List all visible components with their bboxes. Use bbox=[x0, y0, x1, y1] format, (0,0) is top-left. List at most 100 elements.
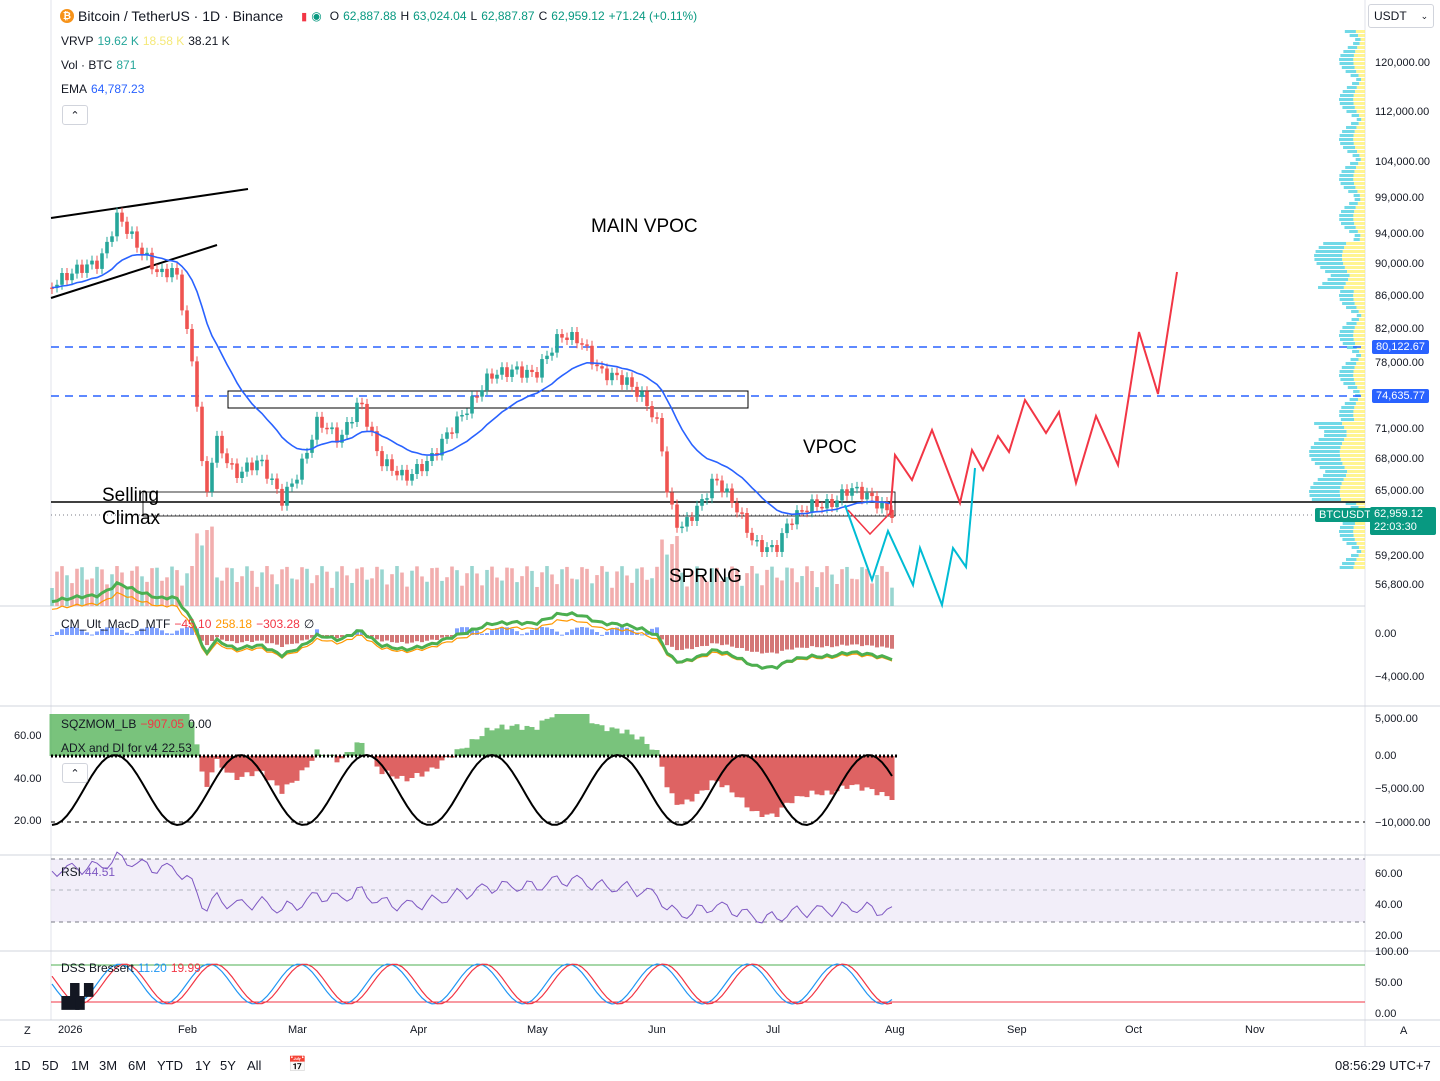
volume-profile-bar bbox=[1353, 98, 1365, 101]
collapse-pane-button[interactable]: ⌃ bbox=[62, 763, 88, 783]
timeframe-button[interactable]: YTD bbox=[157, 1058, 183, 1073]
timeframe-button[interactable]: All bbox=[247, 1058, 261, 1073]
candle-body bbox=[315, 417, 319, 440]
macd-histogram-bar bbox=[240, 635, 244, 642]
sqz-histogram-bar bbox=[885, 756, 890, 796]
price-axis-label: 94,000.00 bbox=[1375, 228, 1424, 240]
macd-histogram-bar bbox=[290, 635, 294, 644]
volume-bar bbox=[750, 566, 754, 606]
calendar-icon[interactable]: 📅 bbox=[288, 1055, 307, 1073]
candle-body bbox=[665, 451, 669, 492]
volume-profile-bar bbox=[1340, 526, 1354, 529]
volume-bar bbox=[210, 527, 214, 606]
timeframe-button[interactable]: 6M bbox=[128, 1058, 146, 1073]
candle-body bbox=[700, 499, 704, 506]
timeframe-button[interactable]: 5D bbox=[42, 1058, 59, 1073]
sqz-legend[interactable]: SQZMOM_LB −907.05 0.00 bbox=[61, 717, 211, 731]
volume-profile-bar bbox=[1345, 466, 1365, 469]
volume-bar bbox=[400, 573, 404, 606]
candle-body bbox=[380, 451, 384, 466]
macd-histogram-bar bbox=[175, 631, 179, 635]
volume-legend[interactable]: Vol · BTC 871 bbox=[61, 58, 136, 72]
dss-legend[interactable]: DSS Bressert 11.20 19.99 bbox=[61, 961, 201, 975]
collapse-legend-button[interactable]: ⌃ bbox=[62, 105, 88, 125]
price-axis-label: 82,000.00 bbox=[1375, 323, 1424, 335]
symbol-title[interactable]: Bitcoin / TetherUS · 1D · Binance bbox=[78, 8, 283, 24]
volume-profile-bar bbox=[1353, 530, 1365, 533]
volume-profile-bar bbox=[1325, 270, 1347, 273]
timeframe-button[interactable]: 1Y bbox=[195, 1058, 211, 1073]
volume-profile-bar bbox=[1353, 154, 1360, 157]
volume-profile-bar bbox=[1356, 206, 1365, 209]
volume-bar bbox=[575, 579, 579, 606]
indicator-axis-label: 20.00 bbox=[1375, 930, 1403, 942]
macd-histogram-bar bbox=[165, 633, 169, 635]
ema-legend[interactable]: EMA 64,787.23 bbox=[61, 82, 144, 96]
volume-profile-bar bbox=[1342, 442, 1365, 445]
volume-profile-bar bbox=[1340, 142, 1354, 145]
volume-profile-bar bbox=[1353, 390, 1360, 393]
volume-profile-bar bbox=[1341, 458, 1365, 461]
macd-histogram-bar bbox=[730, 635, 734, 647]
vpoc-annotation[interactable]: VPOC bbox=[803, 437, 857, 459]
macd-histogram-bar bbox=[585, 628, 589, 635]
flag-icon[interactable]: ▮ bbox=[301, 10, 307, 23]
spring-annotation[interactable]: SPRING bbox=[669, 566, 742, 588]
macd-histogram-bar bbox=[520, 634, 524, 635]
selling-climax-annotation-line2[interactable]: Climax bbox=[102, 508, 160, 530]
selling-climax-annotation-line1[interactable]: Selling bbox=[102, 485, 159, 507]
volume-profile-bar bbox=[1311, 458, 1341, 461]
volume-bar bbox=[825, 566, 829, 606]
candle-body bbox=[160, 269, 164, 272]
macd-histogram-bar bbox=[855, 635, 859, 644]
macd-histogram-bar bbox=[485, 633, 489, 635]
volume-profile-bar bbox=[1348, 190, 1357, 193]
zoom-button[interactable]: Z bbox=[24, 1025, 31, 1037]
candle-body bbox=[180, 275, 184, 311]
main-vpoc-annotation[interactable]: MAIN VPOC bbox=[591, 216, 698, 238]
volume-profile-bar bbox=[1309, 454, 1340, 457]
sqz-histogram-bar bbox=[400, 756, 405, 776]
currency-select[interactable]: USDT ⌄ bbox=[1368, 4, 1434, 28]
symbol-legend[interactable]: ₿ Bitcoin / TetherUS · 1D · Binance ▮ ◉ … bbox=[60, 8, 697, 24]
trend-line[interactable] bbox=[51, 189, 248, 218]
candle-body bbox=[685, 517, 689, 527]
macd-name: CM_Ult_MacD_MTF bbox=[61, 617, 170, 631]
volume-bar bbox=[430, 568, 434, 606]
volume-bar bbox=[765, 570, 769, 606]
volume-profile-bar bbox=[1328, 278, 1349, 281]
volume-profile-bar bbox=[1343, 146, 1355, 149]
auto-scale-button[interactable]: A bbox=[1400, 1025, 1407, 1037]
macd-legend[interactable]: CM_Ult_MacD_MTF −45.10 258.18 −303.28 ∅ bbox=[61, 617, 314, 631]
volume-profile-bar bbox=[1356, 126, 1365, 129]
volume-profile-bar bbox=[1352, 318, 1359, 321]
volume-bar bbox=[645, 580, 649, 606]
vrvp-legend[interactable]: VRVP 19.62 K 18.58 K 38.21 K bbox=[61, 34, 230, 48]
eye-icon[interactable]: ◉ bbox=[311, 9, 321, 23]
volume-bar bbox=[290, 579, 294, 606]
volume-profile-bar bbox=[1357, 46, 1365, 49]
timeframe-button[interactable]: 1M bbox=[71, 1058, 89, 1073]
sqz-value-2: 0.00 bbox=[188, 717, 211, 731]
adx-legend[interactable]: ADX and DI for v4 22.53 bbox=[61, 741, 192, 755]
projection-path-bullish[interactable] bbox=[890, 272, 1177, 515]
macd-histogram-bar bbox=[205, 635, 209, 645]
volume-profile-bar bbox=[1359, 122, 1365, 125]
rsi-legend[interactable]: RSI 44.51 bbox=[61, 865, 115, 879]
candle-body bbox=[680, 527, 684, 529]
timeframe-button[interactable]: 1D bbox=[14, 1058, 31, 1073]
volume-profile-bar bbox=[1354, 54, 1365, 57]
volume-profile-bar bbox=[1331, 274, 1350, 277]
timeframe-button[interactable]: 3M bbox=[99, 1058, 117, 1073]
volume-bar bbox=[255, 587, 259, 606]
volume-profile-bar bbox=[1354, 526, 1365, 529]
candle-body bbox=[755, 540, 759, 542]
volume-profile-bar bbox=[1354, 534, 1365, 537]
sqz-histogram-bar bbox=[580, 714, 585, 756]
volume-bar bbox=[395, 566, 399, 606]
timeframe-button[interactable]: 5Y bbox=[220, 1058, 236, 1073]
volume-profile-bar bbox=[1340, 330, 1354, 333]
sqz-histogram-bar bbox=[50, 714, 55, 756]
clock-readout[interactable]: 08:56:29 UTC+7 bbox=[1335, 1058, 1431, 1073]
